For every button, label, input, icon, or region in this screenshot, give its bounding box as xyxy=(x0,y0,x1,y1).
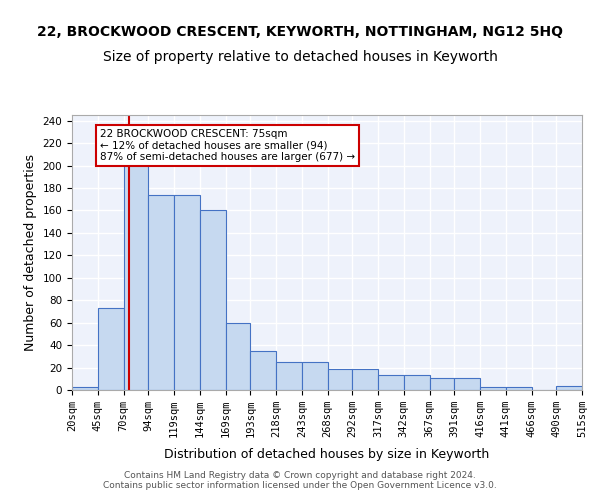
Bar xyxy=(404,376,430,390)
Text: 22, BROCKWOOD CRESCENT, KEYWORTH, NOTTINGHAM, NG12 5HQ: 22, BROCKWOOD CRESCENT, KEYWORTH, NOTTIN… xyxy=(37,25,563,39)
Bar xyxy=(72,386,98,390)
Bar xyxy=(352,368,378,390)
Bar xyxy=(98,308,124,390)
Bar xyxy=(250,350,276,390)
Y-axis label: Number of detached properties: Number of detached properties xyxy=(24,154,37,351)
Bar xyxy=(276,362,302,390)
Bar xyxy=(328,368,352,390)
Bar xyxy=(556,386,582,390)
Bar xyxy=(454,378,480,390)
Bar xyxy=(480,386,506,390)
Bar xyxy=(378,376,404,390)
Bar xyxy=(200,210,226,390)
Text: Contains HM Land Registry data © Crown copyright and database right 2024.
Contai: Contains HM Land Registry data © Crown c… xyxy=(103,470,497,490)
X-axis label: Distribution of detached houses by size in Keyworth: Distribution of detached houses by size … xyxy=(164,448,490,462)
Bar xyxy=(124,164,148,390)
Text: 22 BROCKWOOD CRESCENT: 75sqm
← 12% of detached houses are smaller (94)
87% of se: 22 BROCKWOOD CRESCENT: 75sqm ← 12% of de… xyxy=(100,128,355,162)
Bar xyxy=(430,378,454,390)
Bar xyxy=(302,362,328,390)
Bar xyxy=(506,386,532,390)
Bar xyxy=(148,194,174,390)
Text: Size of property relative to detached houses in Keyworth: Size of property relative to detached ho… xyxy=(103,50,497,64)
Bar xyxy=(174,194,200,390)
Bar xyxy=(226,322,250,390)
